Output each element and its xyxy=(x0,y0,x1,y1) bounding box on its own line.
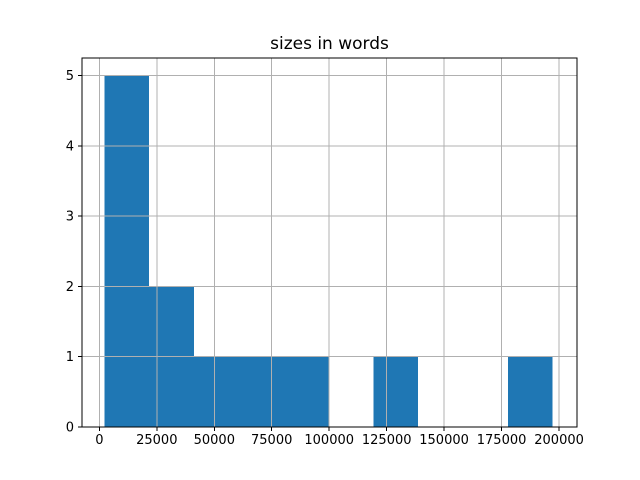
x-tick-label: 125000 xyxy=(362,433,412,448)
chart-title: sizes in words xyxy=(270,34,389,54)
y-tick-label: 2 xyxy=(66,280,74,295)
x-tick-label: 50000 xyxy=(194,433,235,448)
histogram-bar xyxy=(283,356,329,427)
y-tick-label: 0 xyxy=(66,421,74,436)
histogram-bar xyxy=(194,356,239,427)
x-tick-label: 25000 xyxy=(136,433,177,448)
x-tick-label: 200000 xyxy=(534,433,584,448)
y-tick-label: 5 xyxy=(66,69,74,84)
plot-border xyxy=(81,57,578,428)
x-tick-label: 100000 xyxy=(304,433,354,448)
histogram-bar xyxy=(238,356,284,427)
histogram-bar xyxy=(104,75,150,427)
bars-group xyxy=(104,75,553,427)
y-tick-label: 1 xyxy=(66,350,74,365)
y-tick-label: 3 xyxy=(66,210,74,225)
x-tick-label: 150000 xyxy=(419,433,469,448)
tick-marks-group xyxy=(78,75,560,431)
x-tick-label: 175000 xyxy=(477,433,527,448)
histogram-bar xyxy=(507,356,553,427)
histogram-bar xyxy=(373,356,419,427)
tick-labels-group: 0 25000 50000 75000 100000 125000 150000 175000… xyxy=(66,69,584,448)
x-tick-label: 75000 xyxy=(251,433,292,448)
y-tick-label: 4 xyxy=(66,139,74,154)
x-tick-label: 0 xyxy=(95,433,103,448)
